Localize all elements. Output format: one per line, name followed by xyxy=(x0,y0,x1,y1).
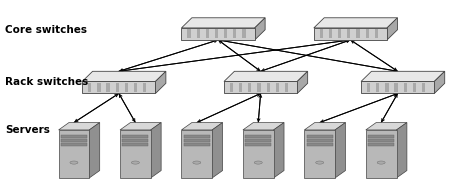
Polygon shape xyxy=(304,130,335,178)
Polygon shape xyxy=(61,143,87,146)
Polygon shape xyxy=(122,143,148,146)
Polygon shape xyxy=(246,135,271,138)
Polygon shape xyxy=(224,71,308,81)
Polygon shape xyxy=(397,123,407,178)
Polygon shape xyxy=(356,29,360,39)
Polygon shape xyxy=(307,143,333,146)
Polygon shape xyxy=(422,83,425,92)
Polygon shape xyxy=(266,83,270,92)
Circle shape xyxy=(131,161,139,164)
Polygon shape xyxy=(361,71,445,81)
Polygon shape xyxy=(125,83,128,92)
Polygon shape xyxy=(404,83,407,92)
Polygon shape xyxy=(285,83,288,92)
Polygon shape xyxy=(243,130,273,178)
Polygon shape xyxy=(366,123,407,130)
Polygon shape xyxy=(224,29,227,39)
Polygon shape xyxy=(297,71,308,93)
Polygon shape xyxy=(413,83,416,92)
Polygon shape xyxy=(314,18,398,28)
Polygon shape xyxy=(82,81,155,93)
Circle shape xyxy=(377,161,385,164)
Polygon shape xyxy=(143,83,146,92)
Polygon shape xyxy=(374,29,378,39)
Polygon shape xyxy=(246,143,271,146)
Polygon shape xyxy=(307,135,333,138)
Polygon shape xyxy=(182,18,265,28)
Polygon shape xyxy=(242,29,246,39)
Polygon shape xyxy=(88,83,91,92)
Circle shape xyxy=(254,161,262,164)
Polygon shape xyxy=(368,135,394,138)
Polygon shape xyxy=(182,28,255,40)
Text: Core switches: Core switches xyxy=(5,25,87,35)
Polygon shape xyxy=(97,83,100,92)
Circle shape xyxy=(70,161,78,164)
Polygon shape xyxy=(385,83,389,92)
Polygon shape xyxy=(239,83,242,92)
Polygon shape xyxy=(257,83,261,92)
Polygon shape xyxy=(89,123,100,178)
Polygon shape xyxy=(120,123,161,130)
Polygon shape xyxy=(122,139,148,142)
Polygon shape xyxy=(347,29,350,39)
Polygon shape xyxy=(376,83,379,92)
Polygon shape xyxy=(335,123,346,178)
Polygon shape xyxy=(82,71,166,81)
Polygon shape xyxy=(206,29,209,39)
Polygon shape xyxy=(61,135,87,138)
Polygon shape xyxy=(273,123,284,178)
Polygon shape xyxy=(184,143,210,146)
Polygon shape xyxy=(184,139,210,142)
Polygon shape xyxy=(320,29,323,39)
Polygon shape xyxy=(61,139,87,142)
Polygon shape xyxy=(59,130,89,178)
Text: Servers: Servers xyxy=(5,125,50,135)
Polygon shape xyxy=(307,139,333,142)
Polygon shape xyxy=(212,123,223,178)
Polygon shape xyxy=(134,83,137,92)
Polygon shape xyxy=(182,130,212,178)
Polygon shape xyxy=(246,139,271,142)
Polygon shape xyxy=(187,29,191,39)
Polygon shape xyxy=(224,81,297,93)
Polygon shape xyxy=(197,29,200,39)
Polygon shape xyxy=(122,135,148,138)
Polygon shape xyxy=(387,18,398,40)
Polygon shape xyxy=(329,29,332,39)
Polygon shape xyxy=(276,83,279,92)
Polygon shape xyxy=(215,29,218,39)
Polygon shape xyxy=(361,81,434,93)
Polygon shape xyxy=(434,71,445,93)
Polygon shape xyxy=(366,130,397,178)
Polygon shape xyxy=(367,83,370,92)
Polygon shape xyxy=(59,123,100,130)
Polygon shape xyxy=(107,83,109,92)
Polygon shape xyxy=(394,83,398,92)
Polygon shape xyxy=(368,139,394,142)
Polygon shape xyxy=(338,29,341,39)
Polygon shape xyxy=(230,83,233,92)
Polygon shape xyxy=(155,71,166,93)
Polygon shape xyxy=(120,130,151,178)
Text: Rack switches: Rack switches xyxy=(5,77,89,87)
Polygon shape xyxy=(314,28,387,40)
Polygon shape xyxy=(248,83,252,92)
Polygon shape xyxy=(151,123,161,178)
Circle shape xyxy=(193,161,201,164)
Polygon shape xyxy=(243,123,284,130)
Polygon shape xyxy=(365,29,369,39)
Polygon shape xyxy=(116,83,119,92)
Circle shape xyxy=(316,161,324,164)
Polygon shape xyxy=(304,123,346,130)
Polygon shape xyxy=(368,143,394,146)
Polygon shape xyxy=(255,18,265,40)
Polygon shape xyxy=(184,135,210,138)
Polygon shape xyxy=(233,29,237,39)
Polygon shape xyxy=(182,123,223,130)
